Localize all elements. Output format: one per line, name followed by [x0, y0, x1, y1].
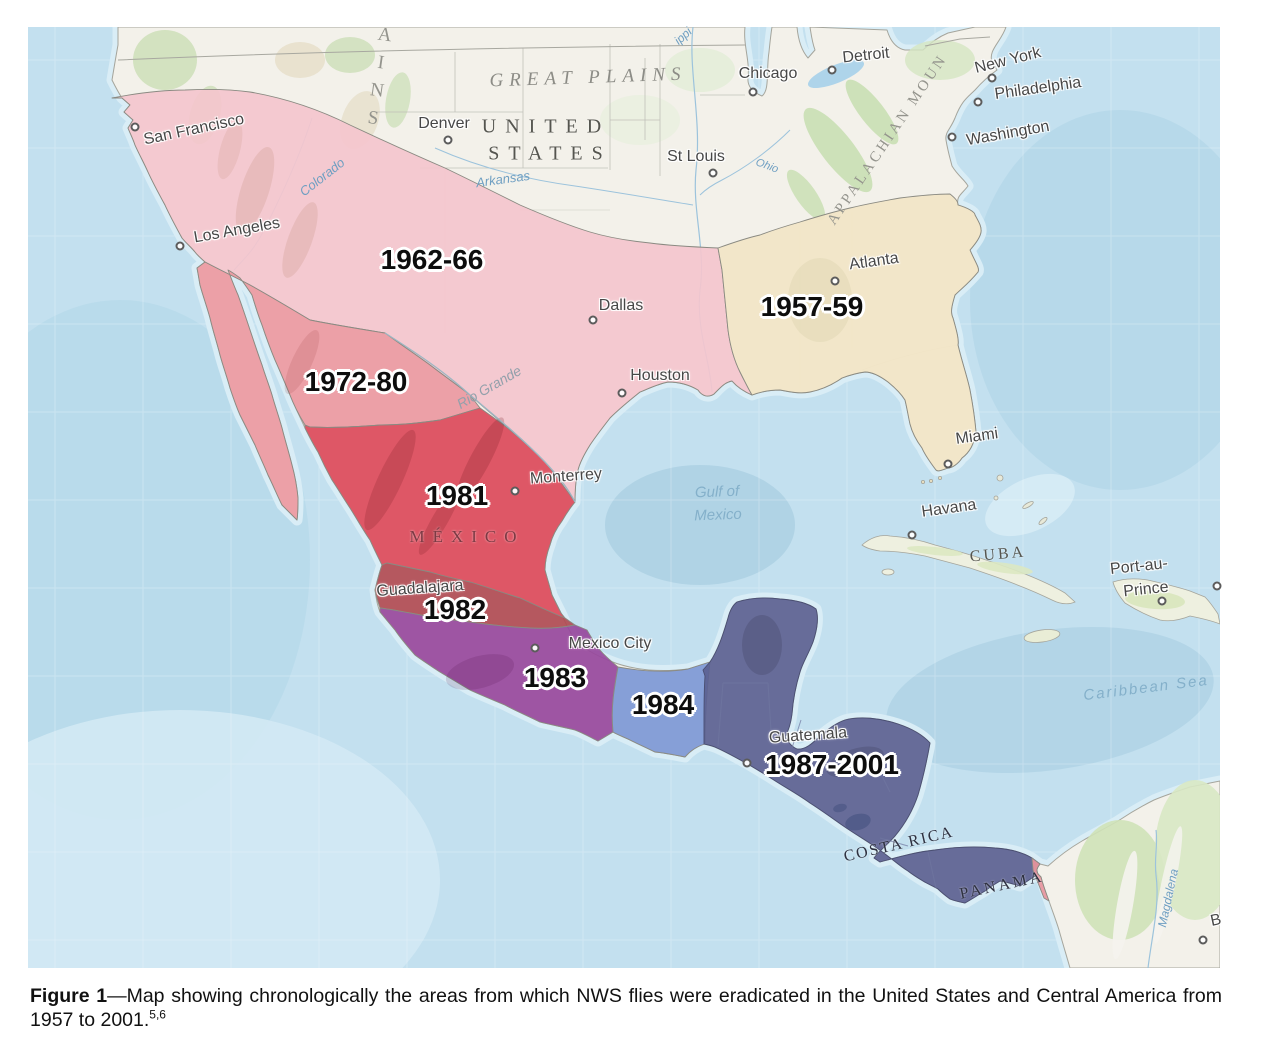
- island-florida-keys: [929, 478, 934, 483]
- lake-managua: [833, 803, 847, 813]
- river-rio-grande: [384, 332, 576, 503]
- island-jamaica: [1023, 629, 1061, 643]
- region-1981: [304, 407, 576, 619]
- figure-caption: Figure 1—Map showing chronologically the…: [30, 984, 1222, 1032]
- region-1987-2001: [702, 597, 1041, 904]
- island-florida-keys: [938, 475, 943, 480]
- ocean-depth-shading: [28, 110, 1220, 968]
- river-magdalena: [1147, 829, 1158, 968]
- island-bahamas: [1038, 517, 1048, 525]
- figure-caption-label: Figure 1: [30, 985, 108, 1007]
- map-svg: [28, 27, 1220, 968]
- map-frame: [28, 27, 1220, 968]
- eradication-overlays: [111, 88, 1050, 904]
- lake-nicaragua: [845, 813, 871, 831]
- central-america-borders: [717, 682, 937, 889]
- figure-caption-citation: 5,6: [149, 1007, 166, 1022]
- region-1957-59: [717, 193, 982, 472]
- island-bahamas: [1022, 501, 1034, 509]
- island-bahamas: [993, 495, 999, 501]
- island-bahamas: [996, 474, 1004, 482]
- terrain-shading: [217, 120, 884, 778]
- region-1972-80: [196, 261, 481, 521]
- island-cuba: [861, 535, 1076, 605]
- island-florida-keys: [921, 479, 926, 484]
- river-arkansas: [434, 147, 694, 206]
- region-1983: [379, 607, 619, 742]
- figure-caption-text: —Map showing chronologically the areas f…: [30, 985, 1222, 1031]
- island-isle-of-youth: [881, 568, 895, 576]
- vegetation: [133, 30, 1220, 960]
- canada-border: [117, 36, 991, 61]
- region-border-sliver: [1031, 857, 1050, 902]
- river-ohio: [699, 129, 791, 196]
- region-1962-66: [111, 88, 753, 503]
